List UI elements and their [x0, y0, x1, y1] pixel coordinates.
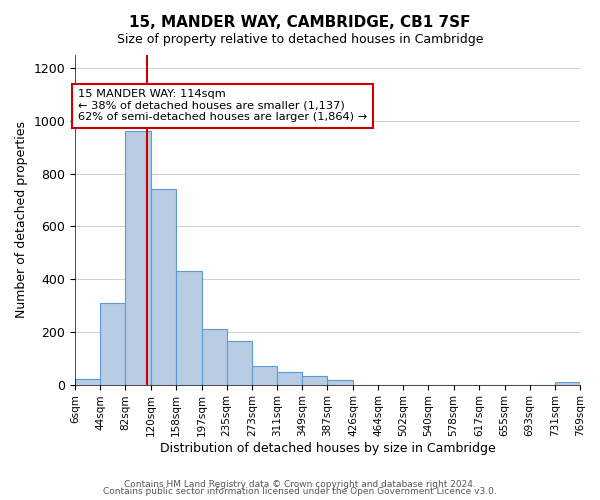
- Text: Contains HM Land Registry data © Crown copyright and database right 2024.: Contains HM Land Registry data © Crown c…: [124, 480, 476, 489]
- Bar: [176, 271, 202, 384]
- Bar: [151, 190, 176, 384]
- X-axis label: Distribution of detached houses by size in Cambridge: Distribution of detached houses by size …: [160, 442, 496, 455]
- Text: 15 MANDER WAY: 114sqm
← 38% of detached houses are smaller (1,137)
62% of semi-d: 15 MANDER WAY: 114sqm ← 38% of detached …: [78, 90, 367, 122]
- Bar: [555, 382, 580, 384]
- Bar: [202, 329, 227, 384]
- Text: Contains public sector information licensed under the Open Government Licence v3: Contains public sector information licen…: [103, 488, 497, 496]
- Bar: [100, 303, 125, 384]
- Bar: [252, 366, 277, 384]
- Text: Size of property relative to detached houses in Cambridge: Size of property relative to detached ho…: [117, 32, 483, 46]
- Bar: [75, 380, 100, 384]
- Bar: [227, 341, 252, 384]
- Bar: [277, 372, 302, 384]
- Y-axis label: Number of detached properties: Number of detached properties: [15, 122, 28, 318]
- Text: 15, MANDER WAY, CAMBRIDGE, CB1 7SF: 15, MANDER WAY, CAMBRIDGE, CB1 7SF: [129, 15, 471, 30]
- Bar: [327, 380, 353, 384]
- Bar: [302, 376, 327, 384]
- Bar: [125, 132, 151, 384]
